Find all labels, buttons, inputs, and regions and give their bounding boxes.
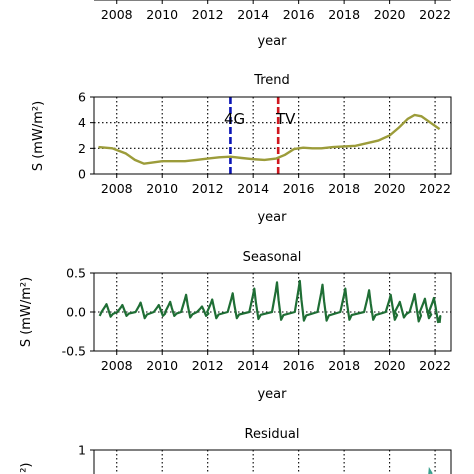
top-xtick-label-2022: 2022 [419, 7, 451, 22]
residual-ylabel-partial: m²) [19, 463, 34, 474]
trend-event-lines [229, 97, 280, 174]
trend-xtick-group: 2008 2010 2012 2014 2016 2018 2020 2022 [101, 174, 451, 196]
trend-xtick-label-2010: 2010 [146, 181, 178, 196]
tv-annotation: TV [275, 110, 296, 128]
trend-frame [93, 96, 452, 175]
top-xtick-label-2018: 2018 [328, 7, 360, 22]
seasonal-ytick-group: -0.5 0.0 0.5 [62, 266, 94, 359]
seasonal-xtick-label-2010: 2010 [146, 358, 178, 373]
trend-xlabel: year [257, 210, 287, 225]
trend-ytick-label-6: 6 [78, 90, 86, 105]
top-xtick-label-2016: 2016 [283, 7, 315, 22]
top-xtick-label-2012: 2012 [192, 7, 224, 22]
seasonal-gridlines [94, 273, 451, 351]
trend-title: Trend [253, 73, 290, 88]
trend-ytick-label-2: 2 [78, 141, 86, 156]
seasonal-xlabel: year [257, 387, 287, 402]
residual-series-line [428, 466, 433, 474]
residual-ytick-group: 1 [78, 443, 94, 458]
seasonal-ylabel: S (mW/m²) [19, 277, 34, 347]
trend-xtick-label-2020: 2020 [374, 181, 406, 196]
top-xlabel: year [257, 34, 287, 49]
trend-gridlines [94, 97, 451, 174]
seasonal-ytick-label-0.0: 0.0 [66, 305, 86, 320]
trend-xtick-label-2018: 2018 [328, 181, 360, 196]
seasonal-xtick-label-2018: 2018 [328, 358, 360, 373]
trend-xtick-label-2014: 2014 [237, 181, 269, 196]
top-xtick-label-2014: 2014 [237, 7, 269, 22]
seasonal-xtick-label-2022: 2022 [419, 358, 451, 373]
top-xtick-group: 2008 2010 2012 2014 2016 2018 2020 2022 [101, 0, 451, 22]
seasonal-series-line [98, 279, 442, 324]
trend-panel: Trend 2008 2010 2012 2014 2016 2018 2020 2022 0… [31, 73, 452, 225]
residual-panel: Residual 1 m²) [19, 427, 452, 474]
residual-frame [93, 449, 452, 474]
seasonal-xtick-label-2016: 2016 [283, 358, 315, 373]
residual-ytick-label-1: 1 [78, 443, 86, 458]
top-xtick-label-2020: 2020 [374, 7, 406, 22]
seasonal-panel: Seasonal 2008 2010 2012 2014 2016 2018 2020 202… [19, 250, 452, 402]
residual-gridlines [116, 450, 436, 474]
residual-title: Residual [245, 427, 300, 442]
trend-series-line [98, 113, 441, 165]
trend-ytick-label-0: 0 [78, 167, 86, 182]
seasonal-xtick-label-2020: 2020 [374, 358, 406, 373]
top-xtick-label-2010: 2010 [146, 7, 178, 22]
top-panel: 2008 2010 2012 2014 2016 2018 2020 2022 year [94, 0, 451, 49]
seasonal-title: Seasonal [243, 250, 302, 265]
trend-ytick-label-4: 4 [78, 115, 86, 130]
seasonal-xtick-label-2012: 2012 [192, 358, 224, 373]
trend-xtick-label-2022: 2022 [419, 181, 451, 196]
top-xtick-label-2008: 2008 [101, 7, 133, 22]
seasonal-xtick-label-2014: 2014 [237, 358, 269, 373]
trend-xtick-label-2012: 2012 [192, 181, 224, 196]
trend-xtick-label-2016: 2016 [283, 181, 315, 196]
trend-ylabel: S (mW/m²) [31, 101, 46, 171]
trend-ytick-group: 0 2 4 6 [78, 90, 94, 182]
fourg-annotation: 4G [224, 110, 245, 128]
seasonal-xtick-label-2008: 2008 [101, 358, 133, 373]
seasonal-ytick-label--0.5: -0.5 [62, 344, 86, 359]
trend-xtick-label-2008: 2008 [101, 181, 133, 196]
seasonal-ytick-label-0.5: 0.5 [66, 266, 86, 281]
seasonal-xtick-group: 2008 2010 2012 2014 2016 2018 2020 2022 [101, 351, 451, 373]
